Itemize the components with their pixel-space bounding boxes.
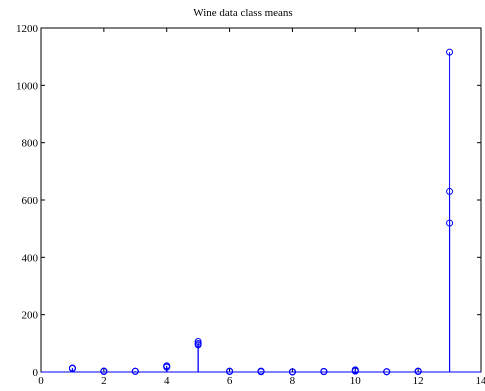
stem-marker [131, 367, 139, 375]
y-tick-label: 0 [33, 367, 39, 379]
x-tick-label: 2 [101, 375, 107, 387]
y-tick-label: 1000 [16, 80, 39, 92]
x-tick-label: 10 [350, 375, 362, 387]
y-tick-label: 400 [22, 252, 39, 264]
stem-marker [257, 368, 265, 376]
markers-layer [68, 48, 454, 376]
stem-marker [446, 48, 454, 56]
chart-title: Wine data class means [193, 7, 292, 19]
x-tick-label: 6 [227, 375, 233, 387]
x-tick-label: 14 [476, 375, 485, 387]
stem-marker [446, 187, 454, 195]
y-tick-label: 1200 [16, 23, 39, 35]
x-tick-label: 4 [164, 375, 170, 387]
stem-marker [194, 340, 202, 348]
stem-marker [383, 368, 391, 376]
stem-marker [68, 364, 76, 372]
stem-marker [163, 362, 171, 370]
y-tick-label: 200 [22, 310, 39, 322]
stem-marker [288, 368, 296, 376]
axes-layer: 0 2 4 6 8 10 12 14 0 200 400 600 800 1000 1200 [16, 23, 485, 387]
stem-marker [194, 338, 202, 346]
x-tick-label: 0 [38, 375, 44, 387]
y-tick-label: 600 [22, 195, 39, 207]
stem-marker [414, 368, 422, 376]
stem-marker [226, 368, 234, 376]
stems-layer [41, 52, 481, 373]
stem-marker [351, 366, 359, 374]
x-tick-label: 8 [290, 375, 296, 387]
stem-marker [446, 219, 454, 227]
plot-frame [40, 27, 482, 373]
x-tick-label: 12 [413, 375, 424, 387]
stem-marker [100, 367, 108, 375]
stem-marker [320, 368, 328, 376]
y-tick-label: 800 [22, 138, 39, 150]
